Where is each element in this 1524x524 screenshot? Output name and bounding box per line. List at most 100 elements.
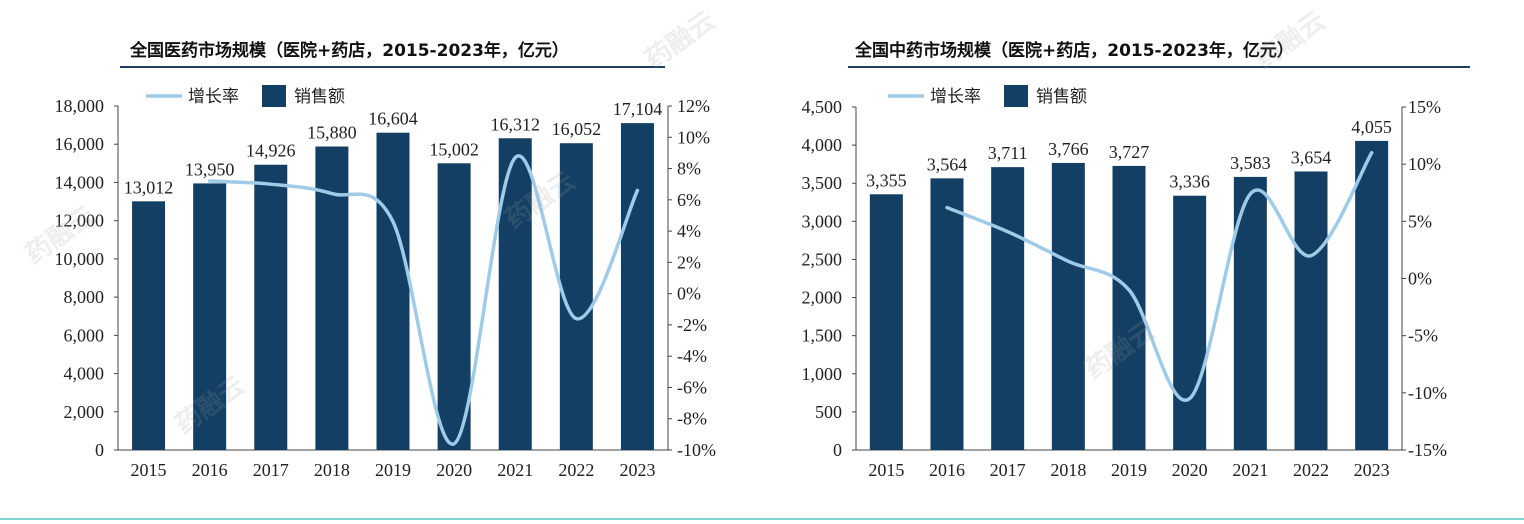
legend-label-sales: 销售额 — [1036, 87, 1087, 107]
bar-value-label: 13,012 — [124, 177, 174, 197]
x-tick-label: 2021 — [1232, 460, 1268, 480]
x-tick-label: 2020 — [436, 460, 472, 480]
bar-value-label: 3,564 — [927, 154, 968, 174]
chart-panel-tcm: 全国中药市场规模（医院+药店，2015-2023年，亿元） 4,500 4,000… — [762, 0, 1524, 510]
bar-2022 — [1294, 171, 1328, 450]
x-tick-label: 2019 — [375, 460, 411, 480]
y-tick-label: 4,000 — [64, 364, 105, 384]
x-tick-label: 2016 — [192, 460, 228, 480]
legend-label-growth: 增长率 — [930, 87, 981, 107]
y2-tick-label: 0% — [677, 284, 701, 304]
y-tick-label: 2,500 — [802, 249, 843, 269]
bar-2023 — [1355, 140, 1389, 450]
y2-tick-label: 5% — [1408, 211, 1432, 231]
y-tick-label: 6,000 — [64, 325, 105, 345]
bar-value-label: 16,604 — [368, 109, 418, 129]
y2-tick-label: -10% — [1408, 383, 1447, 403]
legend-bar-swatch — [1004, 85, 1028, 107]
x-tick-label: 2015 — [868, 460, 904, 480]
x-tick-label: 2018 — [314, 460, 350, 480]
y2-tick-label: -10% — [677, 440, 716, 460]
x-tick-label: 2017 — [990, 460, 1026, 480]
x-tick-label: 2019 — [1111, 460, 1147, 480]
y-tick-label: 3,500 — [802, 173, 843, 193]
y2-tick-label: -4% — [677, 346, 707, 366]
bar-value-label: 14,926 — [246, 141, 296, 161]
x-tick-label: 2017 — [253, 460, 289, 480]
bar-value-label: 4,055 — [1351, 117, 1392, 137]
growth-rate-line — [207, 154, 640, 446]
bar-2019 — [376, 132, 410, 450]
x-tick-label: 2023 — [619, 460, 655, 480]
y2-tick-label: 2% — [677, 252, 701, 272]
y2-tick-label: -6% — [677, 377, 707, 397]
y-tick-label: 0 — [95, 440, 104, 460]
y2-tick-label: -5% — [1408, 326, 1438, 346]
y2-tick-label: 4% — [677, 221, 701, 241]
bar-2020 — [437, 163, 471, 450]
bar-value-label: 3,336 — [1169, 172, 1210, 192]
x-tick-label: 2021 — [497, 460, 533, 480]
y2-tick-label: -15% — [1408, 440, 1447, 460]
legend-label-sales: 销售额 — [294, 87, 345, 107]
bar-value-label: 17,104 — [613, 99, 663, 119]
y2-tick-label: 8% — [677, 159, 701, 179]
bar-2015 — [132, 201, 166, 450]
chart-title: 全国中药市场规模（医院+药店，2015-2023年，亿元） — [855, 41, 1294, 61]
y-tick-label: 0 — [833, 440, 842, 460]
y-tick-label: 500 — [815, 402, 842, 422]
bar-2017 — [254, 164, 288, 450]
x-tick-label: 2015 — [131, 460, 167, 480]
x-tick-label: 2016 — [929, 460, 965, 480]
x-tick-label: 2023 — [1354, 460, 1390, 480]
y2-tick-label: 15% — [1408, 97, 1441, 117]
y2-tick-label: -2% — [677, 315, 707, 335]
combo-chart-tcm: 4,500 4,000 3,500 3,000 2,500 2,000 1,500 1,000… — [802, 85, 1447, 480]
y2-tick-label: 10% — [677, 127, 710, 147]
y-tick-label: 8,000 — [64, 287, 105, 307]
legend-bar-swatch — [262, 85, 286, 107]
x-tick-label: 2022 — [1293, 460, 1329, 480]
bar-2016 — [193, 183, 227, 450]
y-tick-label: 16,000 — [55, 134, 105, 154]
y-tick-label: 1,000 — [802, 364, 843, 384]
bar-2017 — [991, 167, 1025, 450]
y-tick-label: 1,500 — [802, 326, 843, 346]
y2-tick-label: 6% — [677, 190, 701, 210]
bar-2018 — [315, 146, 349, 450]
bar-value-label: 3,583 — [1230, 153, 1271, 173]
y2-tick-label: -8% — [677, 409, 707, 429]
bar-value-label: 13,950 — [185, 159, 235, 179]
y-tick-label: 2,000 — [64, 402, 105, 422]
bar-value-label: 3,355 — [866, 170, 907, 190]
bar-2023 — [620, 123, 654, 450]
y-tick-label: 12,000 — [55, 211, 105, 231]
bar-2020 — [1173, 195, 1207, 450]
chart-panel-national-pharma: 全国医药市场规模（医院+药店，2015-2023年，亿元） 18,000 16,0… — [0, 0, 760, 510]
x-tick-label: 2022 — [558, 460, 594, 480]
y-tick-label: 3,000 — [802, 211, 843, 231]
y-tick-label: 4,000 — [802, 135, 843, 155]
bar-value-label: 15,002 — [429, 139, 479, 159]
x-tick-label: 2018 — [1050, 460, 1086, 480]
bar-value-label: 16,052 — [552, 119, 602, 139]
chart-title: 全国医药市场规模（医院+药店，2015-2023年，亿元） — [130, 41, 569, 61]
y2-tick-label: 10% — [1408, 154, 1441, 174]
y-tick-label: 14,000 — [55, 172, 105, 192]
x-tick-label: 2020 — [1172, 460, 1208, 480]
bar-2015 — [869, 194, 903, 450]
legend-label-growth: 增长率 — [188, 87, 239, 107]
bar-value-label: 15,880 — [307, 123, 357, 143]
bar-value-label: 16,312 — [490, 114, 540, 134]
page-bottom-rule — [0, 518, 1524, 520]
bar-2016 — [930, 178, 964, 450]
bar-value-label: 3,711 — [988, 143, 1028, 163]
growth-rate-line — [945, 150, 1374, 402]
bar-2018 — [1051, 162, 1085, 450]
y-tick-label: 18,000 — [55, 96, 105, 116]
title-underline — [120, 66, 665, 68]
bar-value-label: 3,654 — [1291, 147, 1332, 167]
combo-chart-national-pharma: 18,000 16,000 14,000 12,000 10,000 8,000 6,000… — [55, 85, 716, 480]
bar-value-label: 3,766 — [1048, 139, 1089, 159]
y-tick-label: 2,000 — [802, 288, 843, 308]
